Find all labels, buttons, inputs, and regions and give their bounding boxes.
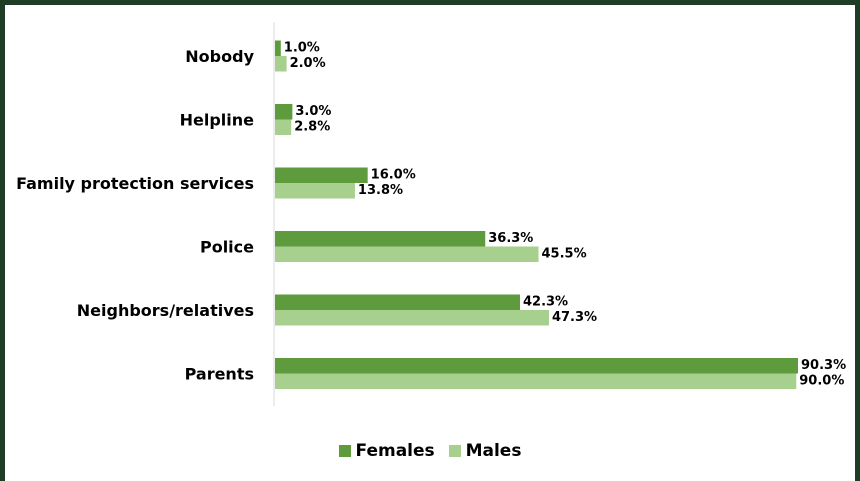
bar-males-parents xyxy=(275,373,797,389)
bar-females-helpline xyxy=(275,104,293,120)
legend-swatch-males xyxy=(448,445,461,457)
bar-males-family-protection-services xyxy=(275,183,355,199)
legend-item-males: Males xyxy=(448,441,522,461)
bar-males-helpline xyxy=(275,119,292,135)
data-label-females-neighbors-relatives: 42.3% xyxy=(523,295,568,310)
data-label-females-helpline: 3.0% xyxy=(295,104,331,119)
data-label-males-nobody: 2.0% xyxy=(290,56,326,71)
bar-females-neighbors-relatives xyxy=(275,294,520,310)
data-label-males-parents: 90.0% xyxy=(799,374,844,389)
legend-label-females: Females xyxy=(355,441,435,461)
bar-females-parents xyxy=(275,358,798,374)
bar-males-nobody xyxy=(275,56,287,72)
bar-males-neighbors-relatives xyxy=(275,310,549,326)
data-label-males-neighbors-relatives: 47.3% xyxy=(552,310,597,325)
data-label-males-family-protection-services: 13.8% xyxy=(358,183,403,198)
data-label-males-helpline: 2.8% xyxy=(294,120,330,135)
category-label-family-protection-services: Family protection services xyxy=(16,174,254,193)
legend-swatch-females xyxy=(338,445,351,457)
category-label-police: Police xyxy=(200,238,254,257)
bar-females-nobody xyxy=(275,40,281,56)
data-label-females-police: 36.3% xyxy=(488,231,533,246)
bar-chart: Nobody 1.0%2.0% Helpline 3.0%2.8% Family pro… xyxy=(16,22,846,406)
category-label-nobody: Nobody xyxy=(185,47,254,66)
bar-males-police xyxy=(275,246,539,262)
data-label-males-police: 45.5% xyxy=(542,247,587,262)
data-label-females-parents: 90.3% xyxy=(801,358,846,373)
bar-females-police xyxy=(275,231,486,247)
category-label-neighbors-relatives: Neighbors/relatives xyxy=(77,301,254,320)
legend-label-males: Males xyxy=(465,441,522,461)
category-label-parents: Parents xyxy=(185,365,254,384)
bar-females-family-protection-services xyxy=(275,167,368,183)
data-label-females-family-protection-services: 16.0% xyxy=(371,168,416,183)
data-label-females-nobody: 1.0% xyxy=(284,41,320,56)
category-label-helpline: Helpline xyxy=(180,111,255,130)
legend-item-females: Females xyxy=(338,441,435,461)
legend: Females Males xyxy=(0,441,860,462)
